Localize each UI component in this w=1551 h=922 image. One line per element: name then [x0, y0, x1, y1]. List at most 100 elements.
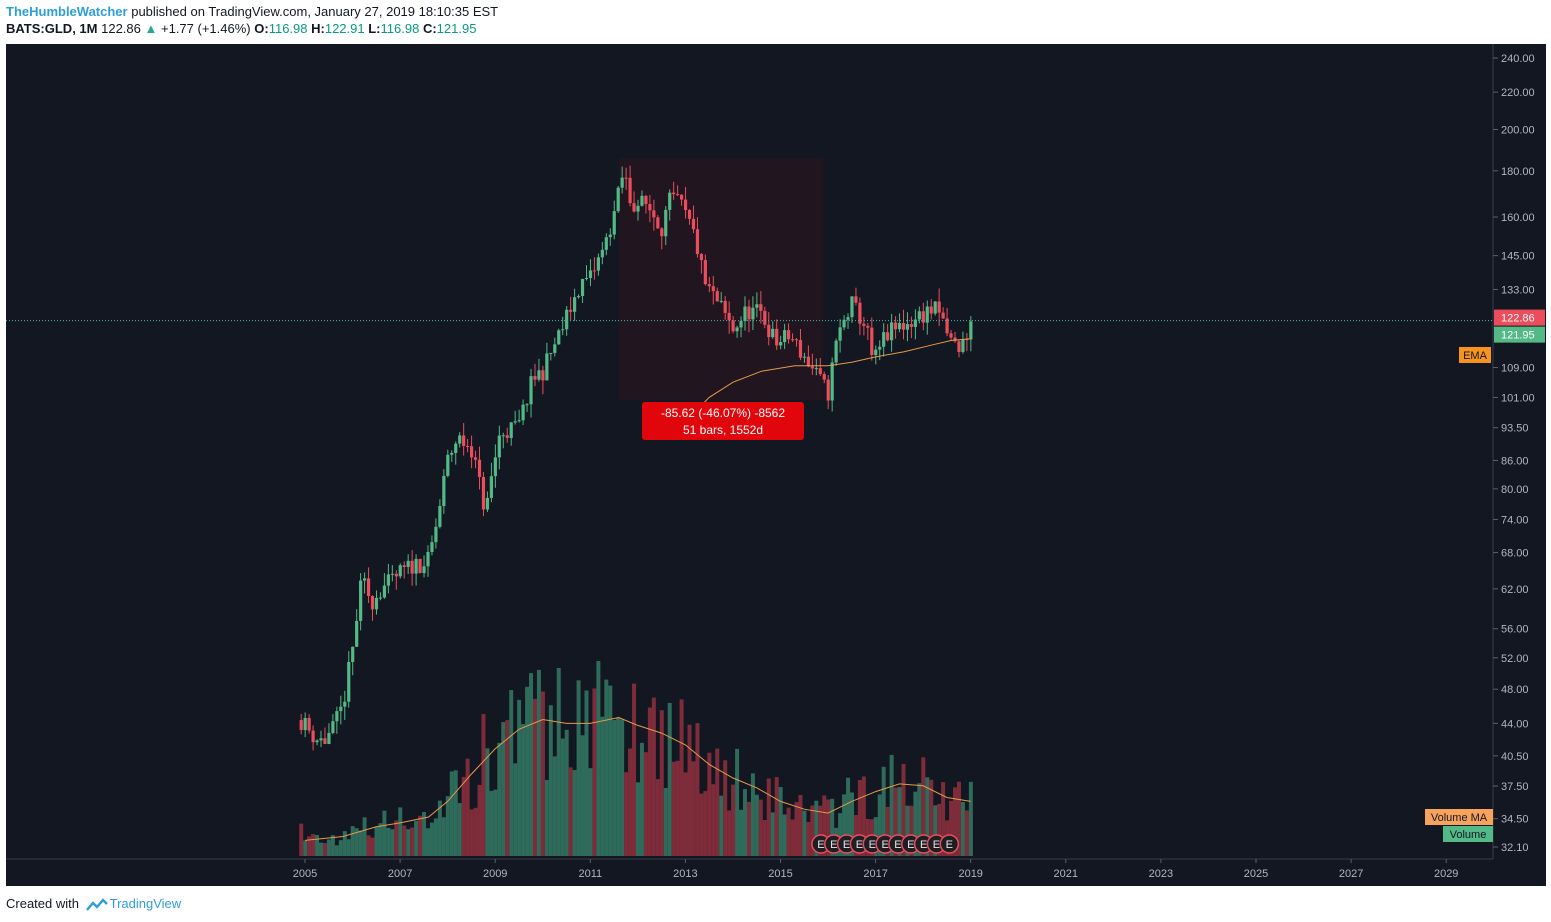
candle-body: [890, 322, 894, 341]
volume-bar: [425, 828, 430, 856]
volume-bar: [655, 779, 660, 856]
candle-body: [882, 332, 886, 347]
volume-bar: [830, 798, 835, 856]
volume-bar: [311, 834, 316, 856]
x-axis-tick-label: 2011: [578, 868, 602, 880]
volume-bar: [703, 791, 708, 856]
candle-body: [406, 560, 410, 567]
volume-bar: [846, 777, 851, 856]
candle-body: [418, 558, 422, 574]
volume-bar: [414, 820, 419, 856]
tradingview-brand-link[interactable]: TradingView: [109, 896, 182, 911]
candle-body: [628, 177, 632, 204]
volume-bar: [790, 819, 795, 856]
candle-body: [525, 404, 529, 406]
volume-bar: [933, 805, 938, 856]
volume-bar: [639, 742, 644, 856]
candle-body: [390, 573, 394, 575]
candle-body: [327, 732, 331, 744]
candle-body: [786, 330, 791, 340]
candle-body: [331, 721, 335, 733]
x-axis-tick-label: 2015: [768, 868, 792, 880]
candle-body: [620, 177, 624, 188]
candle-body: [299, 720, 303, 731]
candle-body: [794, 339, 799, 341]
measure-label-bars: 51 bars, 1552d: [683, 423, 763, 437]
author-link[interactable]: TheHumbleWatcher: [6, 4, 128, 19]
volume-bar: [307, 836, 312, 856]
volume-bar: [782, 814, 787, 856]
candle-body: [632, 203, 636, 212]
volume-bar: [949, 800, 954, 856]
volume-bar: [960, 802, 965, 856]
candle-body: [937, 301, 941, 313]
candle-body: [727, 312, 731, 321]
candle-body: [481, 476, 486, 510]
x-axis-tick-label: 2005: [293, 868, 317, 880]
volume-bar: [964, 810, 969, 856]
volume-bar: [671, 761, 676, 856]
volume-bar: [437, 800, 442, 856]
volume-bar: [620, 719, 625, 856]
price-change: +1.77 (+1.46%): [161, 21, 251, 36]
ema-label-bg: [1459, 347, 1491, 363]
volume-bar: [826, 799, 831, 856]
y-axis-tick-label: 40.50: [1501, 751, 1529, 763]
volume-bar: [643, 752, 648, 856]
y-axis-tick-label: 240.00: [1501, 53, 1535, 65]
candles-group: [299, 165, 973, 751]
candle-body: [497, 435, 501, 458]
candle-body: [874, 349, 878, 355]
candle-body: [664, 209, 668, 237]
volume-bar: [675, 760, 680, 856]
candle-body: [921, 311, 925, 323]
volume-bar: [810, 805, 815, 856]
candle-body: [398, 565, 402, 577]
volume-bar: [667, 702, 672, 856]
close-label: C:: [422, 21, 437, 36]
candle-body: [798, 340, 803, 358]
measure-label-box: [642, 402, 804, 440]
volume-bar: [390, 829, 395, 856]
volume-bar: [762, 820, 767, 856]
volume-bar: [382, 810, 387, 856]
candle-body: [846, 317, 850, 320]
volume-bar: [636, 782, 641, 856]
candle-body: [905, 324, 910, 330]
volume-bar: [358, 830, 363, 856]
volume-bar: [445, 796, 450, 856]
y-axis-tick-label: 86.00: [1501, 456, 1529, 468]
volume-bar: [849, 792, 854, 856]
volume-bar: [505, 720, 510, 856]
symbol-label[interactable]: BATS:GLD, 1M: [6, 21, 98, 36]
candle-body: [672, 192, 676, 195]
volume-bar: [794, 802, 799, 856]
volume-bar: [354, 828, 359, 856]
y-axis-tick-label: 145.00: [1501, 251, 1535, 263]
volume-bar: [842, 794, 847, 856]
volume-bar: [953, 787, 958, 856]
y-axis-tick-label: 32.10: [1501, 842, 1529, 854]
last-price: 122.86: [101, 21, 141, 36]
candle-body: [608, 234, 612, 238]
volume-label-bg: [1443, 826, 1493, 842]
close-value: 121.95: [436, 21, 477, 36]
candle-body: [862, 323, 866, 326]
candle-body: [779, 342, 783, 346]
volume-bar: [398, 807, 403, 856]
volume-bar: [433, 818, 438, 856]
volume-ma-line: [304, 716, 971, 841]
volume-bar: [346, 839, 351, 856]
volume-bar: [651, 697, 656, 856]
candle-body: [775, 328, 779, 346]
volume-bar: [929, 779, 934, 856]
candle-body: [656, 217, 660, 229]
volume-bar: [941, 782, 946, 856]
chart-area[interactable]: E E E E E E E E E E E -85.62 (-46.07%) -8562 51 bars…: [6, 44, 1546, 886]
candle-body: [458, 435, 462, 444]
volume-bar: [465, 758, 470, 856]
volume-bar: [441, 817, 446, 856]
y-axis-tick-label: 133.00: [1501, 285, 1535, 297]
volume-bar: [746, 801, 751, 856]
